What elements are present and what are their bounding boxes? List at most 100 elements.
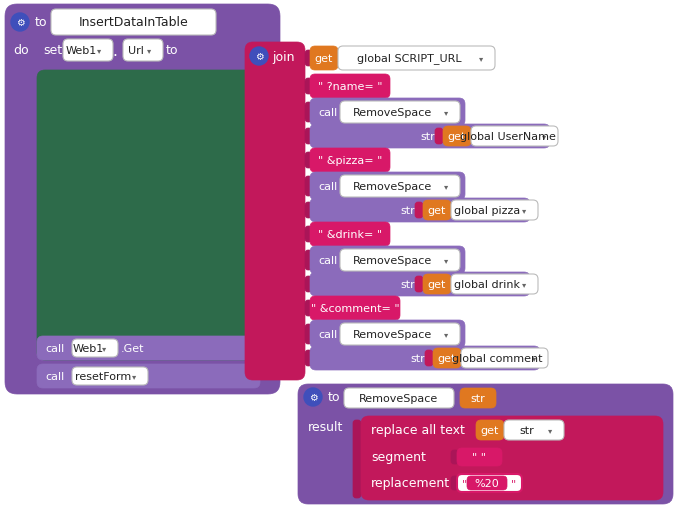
Text: ⚙: ⚙	[309, 392, 318, 402]
Text: ⚙: ⚙	[16, 18, 24, 28]
FancyBboxPatch shape	[310, 75, 390, 99]
FancyBboxPatch shape	[305, 129, 312, 145]
Text: get: get	[428, 206, 446, 216]
Text: str: str	[400, 279, 415, 290]
Text: str: str	[400, 206, 415, 216]
Text: RemoveSpace: RemoveSpace	[354, 108, 432, 118]
FancyBboxPatch shape	[504, 420, 564, 440]
Text: ▾: ▾	[522, 206, 526, 215]
FancyBboxPatch shape	[451, 476, 459, 490]
Text: %20: %20	[475, 478, 499, 488]
FancyBboxPatch shape	[310, 125, 550, 149]
Text: get: get	[481, 425, 499, 435]
FancyBboxPatch shape	[433, 348, 461, 369]
Text: get: get	[438, 353, 456, 363]
FancyBboxPatch shape	[305, 324, 312, 344]
FancyBboxPatch shape	[123, 40, 163, 62]
Text: get: get	[448, 132, 466, 142]
FancyBboxPatch shape	[476, 420, 504, 440]
FancyBboxPatch shape	[340, 323, 460, 345]
Text: to: to	[328, 391, 341, 404]
Text: global pizza: global pizza	[454, 206, 521, 216]
FancyBboxPatch shape	[310, 320, 465, 348]
Text: call: call	[318, 256, 337, 266]
FancyBboxPatch shape	[37, 71, 270, 360]
Text: RemoveSpace: RemoveSpace	[354, 329, 432, 340]
Text: result: result	[308, 420, 343, 434]
Text: ⚙: ⚙	[254, 52, 263, 62]
Text: segment: segment	[371, 450, 426, 464]
FancyBboxPatch shape	[423, 201, 451, 220]
FancyBboxPatch shape	[435, 129, 443, 145]
Text: str: str	[520, 425, 534, 435]
Text: ▾: ▾	[532, 354, 536, 363]
Text: " &comment= ": " &comment= "	[311, 303, 399, 314]
Text: global comment: global comment	[452, 353, 543, 363]
FancyBboxPatch shape	[415, 276, 423, 293]
Text: str: str	[471, 393, 486, 403]
FancyBboxPatch shape	[51, 10, 216, 36]
Text: global drink: global drink	[454, 279, 520, 290]
FancyBboxPatch shape	[340, 176, 460, 197]
FancyBboxPatch shape	[457, 448, 502, 466]
FancyBboxPatch shape	[338, 47, 495, 71]
Text: call: call	[45, 344, 64, 353]
Text: call: call	[318, 329, 337, 340]
Text: RemoveSpace: RemoveSpace	[359, 393, 439, 403]
Text: call: call	[318, 108, 337, 118]
Text: " &drink= ": " &drink= "	[318, 230, 382, 240]
Text: ▾: ▾	[522, 280, 526, 289]
FancyBboxPatch shape	[63, 40, 113, 62]
FancyBboxPatch shape	[305, 250, 312, 270]
Text: join: join	[272, 50, 294, 64]
FancyBboxPatch shape	[37, 364, 260, 388]
Text: InsertDataInTable: InsertDataInTable	[79, 16, 188, 30]
FancyBboxPatch shape	[310, 296, 400, 320]
Text: " ": " "	[472, 452, 486, 462]
FancyBboxPatch shape	[305, 51, 312, 67]
Text: resetForm: resetForm	[75, 371, 131, 381]
Text: .Get: .Get	[121, 344, 144, 353]
Text: get: get	[428, 279, 446, 290]
Text: RemoveSpace: RemoveSpace	[354, 256, 432, 266]
Text: set: set	[43, 44, 62, 58]
FancyBboxPatch shape	[471, 127, 558, 147]
Text: RemoveSpace: RemoveSpace	[354, 182, 432, 191]
FancyBboxPatch shape	[423, 274, 451, 294]
FancyBboxPatch shape	[5, 5, 280, 394]
FancyBboxPatch shape	[344, 388, 454, 408]
FancyBboxPatch shape	[310, 47, 338, 71]
Text: ▾: ▾	[102, 344, 106, 353]
FancyBboxPatch shape	[415, 203, 423, 218]
FancyBboxPatch shape	[72, 340, 118, 357]
FancyBboxPatch shape	[310, 272, 530, 296]
FancyBboxPatch shape	[72, 367, 148, 385]
FancyBboxPatch shape	[298, 384, 673, 504]
FancyBboxPatch shape	[305, 300, 312, 317]
FancyBboxPatch shape	[310, 246, 465, 274]
Text: do: do	[13, 44, 29, 58]
FancyBboxPatch shape	[305, 203, 312, 218]
FancyBboxPatch shape	[425, 350, 433, 366]
FancyBboxPatch shape	[460, 388, 496, 408]
Text: " &pizza= ": " &pizza= "	[318, 156, 382, 165]
Text: ▾: ▾	[147, 46, 151, 55]
FancyBboxPatch shape	[305, 153, 312, 168]
Text: ▾: ▾	[132, 372, 136, 381]
Text: global SCRIPT_URL: global SCRIPT_URL	[357, 53, 462, 64]
Text: ▾: ▾	[97, 46, 101, 55]
Text: str: str	[420, 132, 435, 142]
FancyBboxPatch shape	[37, 336, 275, 360]
FancyBboxPatch shape	[305, 79, 312, 95]
FancyBboxPatch shape	[467, 476, 507, 490]
Text: ▾: ▾	[542, 132, 546, 141]
FancyBboxPatch shape	[305, 177, 312, 196]
FancyBboxPatch shape	[310, 173, 465, 201]
FancyBboxPatch shape	[310, 99, 465, 127]
FancyBboxPatch shape	[305, 103, 312, 123]
Text: Web1: Web1	[72, 344, 103, 353]
FancyBboxPatch shape	[457, 474, 522, 492]
Text: Url: Url	[128, 46, 144, 56]
FancyBboxPatch shape	[305, 227, 312, 242]
FancyBboxPatch shape	[310, 199, 530, 222]
